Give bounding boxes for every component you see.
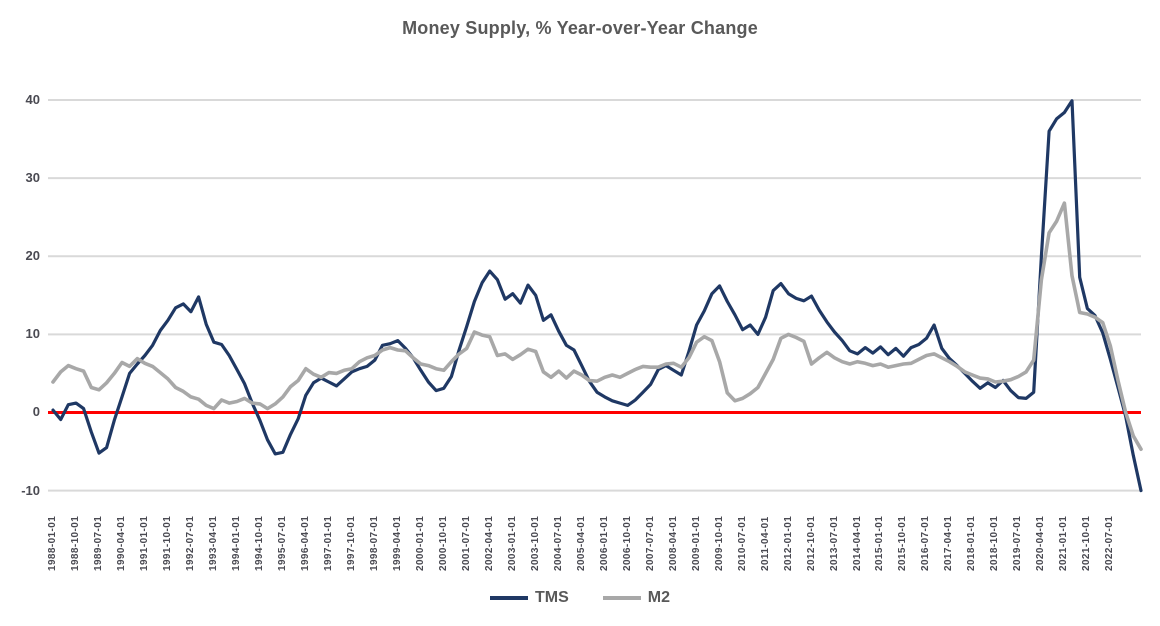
- x-tick-label: 2001-07-01: [460, 515, 472, 571]
- x-tick-label: 2022-07-01: [1104, 515, 1116, 571]
- y-tick-label: 20: [25, 248, 40, 264]
- x-tick-label: 2010-07-01: [736, 515, 748, 571]
- x-tick-label: 2009-10-01: [713, 515, 725, 571]
- x-tick-label: 1988-01-01: [47, 515, 58, 571]
- x-tick-label: 2006-10-01: [621, 515, 633, 571]
- x-tick-label: 2015-01-01: [874, 515, 886, 571]
- x-tick-label: 2004-07-01: [552, 515, 564, 571]
- x-tick-label: 2007-07-01: [644, 515, 656, 571]
- x-tick-label: 1998-07-01: [368, 515, 380, 571]
- x-tick-label: 2017-04-01: [943, 515, 955, 571]
- x-tick-label: 2005-04-01: [575, 515, 587, 571]
- y-tick-label: 10: [25, 326, 40, 342]
- x-tick-label: 1991-10-01: [161, 515, 173, 571]
- x-tick-label: 2012-01-01: [782, 515, 794, 571]
- x-tick-label: 2019-07-01: [1012, 515, 1024, 571]
- x-tick-label: 2013-07-01: [828, 515, 840, 571]
- legend-item-m2: M2: [602, 589, 670, 607]
- x-tick-label: 2015-10-01: [897, 515, 909, 571]
- x-tick-label: 1995-07-01: [276, 515, 288, 571]
- x-tick-label: 2011-04-01: [759, 516, 771, 571]
- x-tick-label: 1994-01-01: [230, 515, 242, 571]
- x-tick-label: 1988-10-01: [69, 515, 81, 571]
- x-tick-label: 2014-04-01: [851, 515, 863, 571]
- x-tick-label: 1997-10-01: [345, 515, 357, 571]
- legend-label-m2: M2: [647, 589, 670, 606]
- series-line-tms: [51, 99, 1143, 493]
- x-tick-label: 1996-04-01: [299, 515, 311, 571]
- x-tick-label: 1993-04-01: [207, 515, 219, 571]
- x-tick-label: 1997-01-01: [322, 515, 334, 571]
- x-tick-label: 2003-10-01: [529, 515, 541, 571]
- legend: TMS M2: [0, 589, 1160, 607]
- x-tick-label: 2018-10-01: [989, 515, 1001, 571]
- series-line-m2: [51, 201, 1143, 452]
- x-tick-label: 1994-10-01: [253, 515, 265, 571]
- x-tick-label: 2006-01-01: [598, 515, 610, 571]
- x-tick-label: 2003-01-01: [506, 515, 518, 571]
- x-tick-label: 2021-01-01: [1058, 515, 1070, 571]
- legend-swatch-m2: [602, 596, 641, 600]
- x-tick-label: 2000-10-01: [437, 515, 449, 571]
- x-tick-label: 2016-07-01: [920, 515, 932, 571]
- x-tick-label: 1989-07-01: [92, 515, 104, 571]
- y-tick-label: 0: [32, 404, 40, 420]
- x-tick-label: 2000-01-01: [414, 515, 426, 571]
- x-tick-label: 1991-01-01: [138, 515, 150, 571]
- x-tick-label: 1990-04-01: [115, 515, 127, 571]
- x-tick-label: 2018-01-01: [966, 515, 978, 571]
- x-tick-label: 2020-04-01: [1035, 515, 1047, 571]
- chart-title: Money Supply, % Year-over-Year Change: [402, 18, 758, 38]
- legend-swatch-tms: [489, 596, 528, 600]
- y-tick-label: 40: [25, 92, 40, 107]
- x-tick-label: 2021-10-01: [1081, 515, 1093, 571]
- y-tick-label: 30: [25, 170, 40, 186]
- x-tick-label: 2009-01-01: [690, 515, 702, 571]
- y-tick-label: -10: [21, 482, 40, 498]
- x-tick-label: 2002-04-01: [483, 515, 495, 571]
- x-tick-label: 1999-04-01: [391, 515, 403, 571]
- legend-item-tms: TMS: [489, 589, 569, 607]
- x-tick-label: 2012-10-01: [805, 515, 817, 571]
- x-tick-label: 2008-04-01: [667, 515, 679, 571]
- x-tick-label: 1992-07-01: [184, 515, 196, 571]
- legend-label-tms: TMS: [534, 589, 569, 606]
